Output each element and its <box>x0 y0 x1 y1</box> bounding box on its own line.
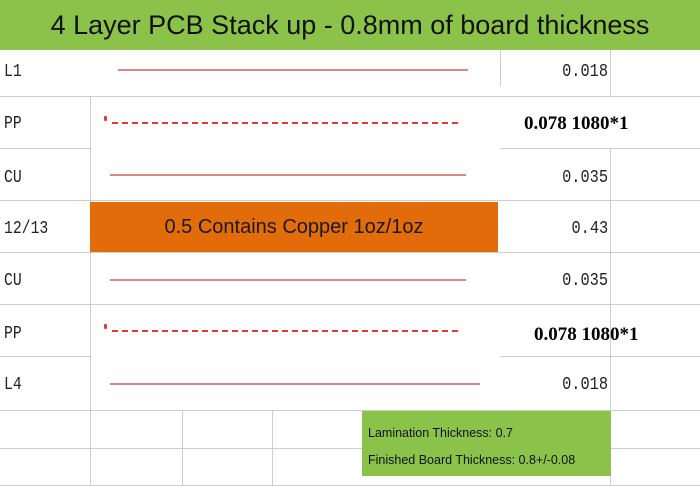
grid-line <box>610 50 611 96</box>
grid-line <box>272 410 273 486</box>
grid-line <box>500 50 501 86</box>
core-layer: 0.5 Contains Copper 1oz/1oz <box>90 202 498 252</box>
layer-thickness: 0.078 1080*1 <box>524 113 629 134</box>
grid-line <box>611 448 700 449</box>
grid-line <box>0 148 90 149</box>
grid-line <box>500 356 700 357</box>
grid-line <box>0 304 700 305</box>
layer-thickness: 0.018 <box>562 62 608 82</box>
grid-line <box>0 96 700 97</box>
layer-thickness: 0.035 <box>562 271 608 291</box>
layer-label: 12/13 <box>4 219 49 239</box>
copper-layer-line <box>110 174 466 176</box>
grid-line <box>610 148 611 486</box>
layer-label: CU <box>4 168 22 188</box>
core-layer-label: 0.5 Contains Copper 1oz/1oz <box>164 215 424 238</box>
copper-layer-line <box>110 383 480 385</box>
grid-line <box>0 448 362 449</box>
prepreg-mark <box>104 116 107 121</box>
layer-thickness: 0.43 <box>571 219 608 239</box>
stackup-table: L1 0.018 PP 0.078 1080*1 CU 0.035 12/13 … <box>0 50 700 486</box>
layer-label: L4 <box>4 375 22 395</box>
lamination-thickness: Lamination Thickness: 0.7 <box>368 426 513 440</box>
layer-thickness: 0.078 1080*1 <box>534 324 639 345</box>
grid-line <box>500 148 700 149</box>
layer-label: L1 <box>4 62 22 82</box>
page-title: 4 Layer PCB Stack up - 0.8mm of board th… <box>0 0 700 50</box>
finished-board-thickness: Finished Board Thickness: 0.8+/-0.08 <box>368 453 576 467</box>
grid-line <box>90 96 91 486</box>
layer-thickness: 0.035 <box>562 168 608 188</box>
layer-label: PP <box>4 324 22 344</box>
copper-layer-line <box>118 69 468 71</box>
copper-layer-line <box>110 279 466 281</box>
layer-thickness: 0.018 <box>562 375 608 395</box>
prepreg-layer-line <box>112 330 458 332</box>
grid-line <box>0 410 700 411</box>
grid-line <box>182 410 183 486</box>
grid-line <box>0 252 700 253</box>
thickness-note: Lamination Thickness: 0.7 Finished Board… <box>362 411 611 476</box>
prepreg-mark <box>104 324 107 329</box>
grid-line <box>0 200 700 201</box>
grid-line <box>0 356 90 357</box>
layer-label: CU <box>4 271 22 291</box>
prepreg-layer-line <box>112 122 458 124</box>
layer-label: PP <box>4 114 22 134</box>
